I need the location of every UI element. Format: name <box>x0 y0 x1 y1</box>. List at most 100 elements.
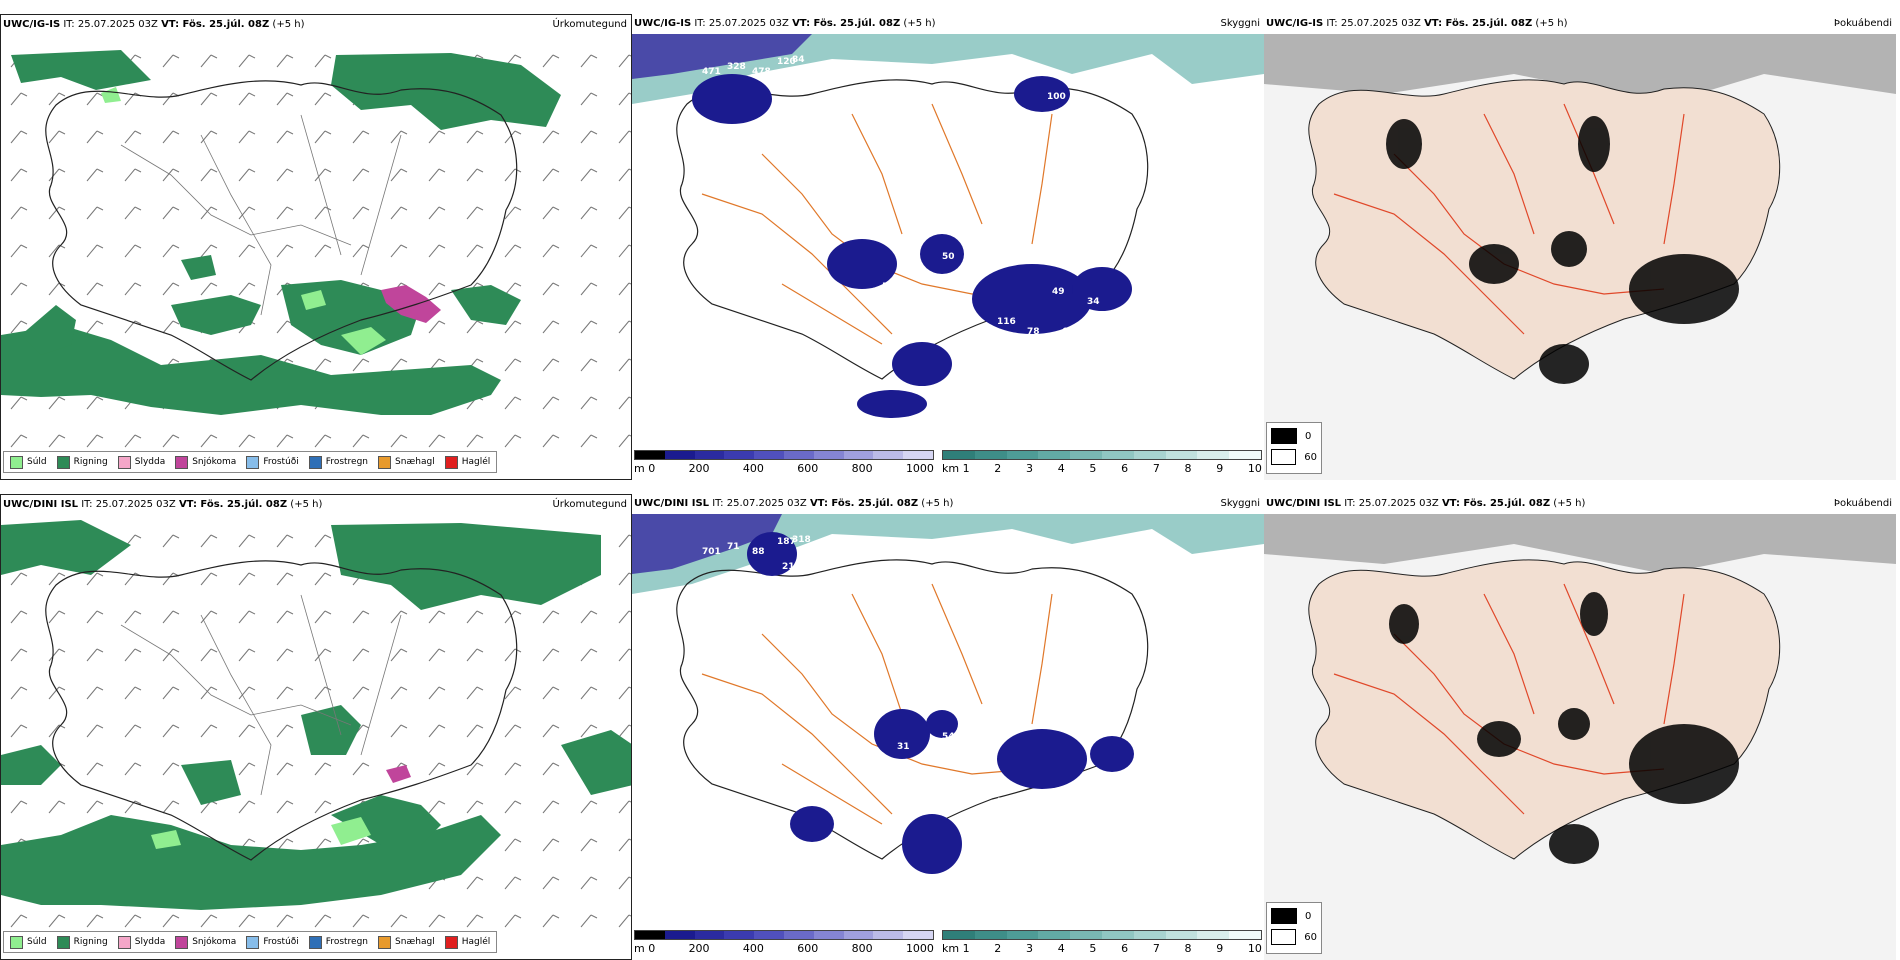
wind-barb <box>48 282 60 296</box>
wind-barb <box>200 534 212 548</box>
wind-barb-tick <box>20 572 28 577</box>
wind-barb-tick <box>438 800 446 805</box>
wind-barb-tick <box>552 876 560 881</box>
wind-barb <box>314 572 326 586</box>
visibility-value-label: 80 <box>1092 797 1105 807</box>
wind-barb <box>352 610 364 624</box>
wind-barb <box>86 320 98 334</box>
wind-barb <box>580 434 592 448</box>
panel-title: UWC/IG-IS IT: 25.07.2025 03Z VT: Fös. 25… <box>634 18 936 29</box>
panel-variable-label: Úrkomutegund <box>552 499 627 510</box>
visibility-value-label: 69 <box>1022 367 1035 377</box>
fog-map <box>1264 34 1896 480</box>
wind-barb <box>618 686 630 700</box>
wind-barb <box>10 168 22 182</box>
wind-barb-tick <box>552 648 560 653</box>
wind-barb-tick <box>96 206 104 211</box>
wind-barb <box>352 168 364 182</box>
visibility-value-label: 71 <box>727 542 740 552</box>
wind-barb <box>314 434 326 448</box>
wind-barb-tick <box>248 800 256 805</box>
wind-barb <box>314 762 326 776</box>
iceland-outline <box>676 79 1149 380</box>
visibility-value-label: 187 <box>777 537 796 547</box>
wind-barb <box>124 244 136 258</box>
wind-barb-tick <box>286 724 294 729</box>
visibility-value-label: 14 <box>1062 807 1075 817</box>
wind-barb-tick <box>590 92 598 97</box>
visibility-value-label: 478 <box>752 67 771 77</box>
wind-barb-tick <box>362 130 370 135</box>
wind-barb <box>162 434 174 448</box>
low-visibility-areas <box>692 74 1132 418</box>
visibility-value-label: 50 <box>792 87 805 97</box>
wind-barb-tick <box>172 244 180 249</box>
wind-barb <box>48 648 60 662</box>
wind-barb-tick <box>96 244 104 249</box>
fog-legend: 0 60 <box>1266 902 1322 954</box>
wind-barb <box>124 434 136 448</box>
wind-barb <box>352 762 364 776</box>
wind-barb-tick <box>514 396 522 401</box>
visibility-value-label: 18 <box>982 687 995 697</box>
visibility-value-label: 38 <box>1072 357 1085 367</box>
wind-barb <box>580 92 592 106</box>
visibility-value-label: 100 <box>1047 92 1066 102</box>
wind-barb <box>466 800 478 814</box>
wind-barb <box>504 724 516 738</box>
wind-barb <box>390 610 402 624</box>
wind-barb <box>48 396 60 410</box>
wind-barb-tick <box>20 130 28 135</box>
wind-barb <box>200 168 212 182</box>
wind-barb <box>314 130 326 144</box>
wind-barb-tick <box>628 724 631 727</box>
wind-barb-tick <box>134 914 142 919</box>
wind-barb <box>390 206 402 220</box>
wind-barb-tick <box>172 130 180 135</box>
wind-barb <box>200 206 212 220</box>
wind-barb <box>86 610 98 624</box>
wind-barb-tick <box>552 282 560 287</box>
visibility-value-label: 71 <box>937 757 950 767</box>
wind-barb-tick <box>324 130 332 135</box>
wind-barb <box>618 244 630 258</box>
visibility-value-label: 68 <box>1022 847 1035 857</box>
wind-barb <box>542 168 554 182</box>
wind-barb-tick <box>286 244 294 249</box>
wind-barb-tick <box>20 92 28 97</box>
wind-barb <box>200 800 212 814</box>
wind-barb-tick <box>248 572 256 577</box>
wind-barb <box>10 610 22 624</box>
wind-barb <box>542 282 554 296</box>
fog-areas <box>1389 592 1739 864</box>
wind-barb-tick <box>96 168 104 173</box>
wind-barb <box>580 610 592 624</box>
wind-barb <box>580 358 592 372</box>
wind-barb <box>314 358 326 372</box>
wind-barb-tick <box>248 206 256 211</box>
wind-barb-tick <box>362 244 370 249</box>
visibility-value-label: 33 <box>962 437 975 447</box>
wind-barb <box>124 168 136 182</box>
visibility-value-label: 63 <box>807 367 820 377</box>
wind-barb <box>504 838 516 852</box>
wind-barb-tick <box>248 534 256 539</box>
wind-barb-tick <box>476 320 484 325</box>
wind-barb-tick <box>210 168 218 173</box>
visibility-value-label: 49 <box>1052 287 1065 297</box>
wind-barb <box>10 282 22 296</box>
panel-title: UWC/IG-IS IT: 25.07.2025 03Z VT: Fös. 25… <box>3 19 305 30</box>
wind-barb-tick <box>248 54 256 59</box>
wind-barb-tick <box>514 282 522 287</box>
wind-barb <box>314 610 326 624</box>
iceland-outline <box>45 80 518 381</box>
wind-barb-tick <box>628 320 631 323</box>
wind-barb-tick <box>248 686 256 691</box>
wind-barb-tick <box>134 434 142 439</box>
fog-areas <box>1386 116 1739 384</box>
wind-barb-tick <box>58 914 66 919</box>
wind-barb-tick <box>514 130 522 135</box>
wind-barb-tick <box>286 358 294 363</box>
wind-barb <box>428 244 440 258</box>
wind-barb-tick <box>210 92 218 97</box>
